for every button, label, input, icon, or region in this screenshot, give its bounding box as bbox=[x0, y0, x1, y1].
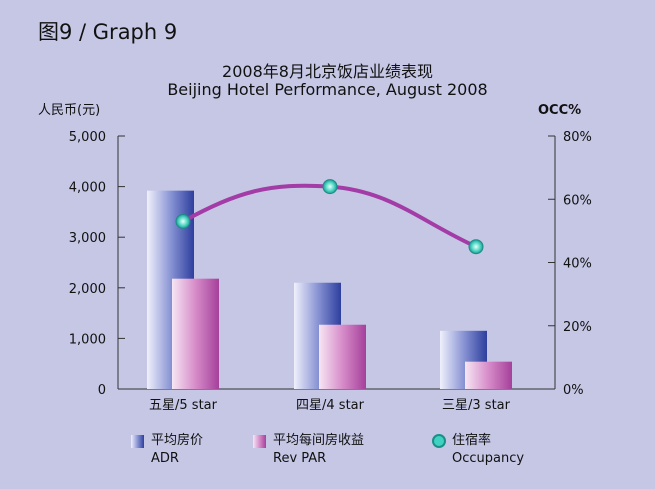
legend-occupancy-en: Occupancy bbox=[452, 451, 525, 466]
legend-occupancy: 住宿率 Occupancy bbox=[432, 432, 524, 468]
y-tick-label-left: 1,000 bbox=[69, 332, 106, 347]
legend-adr-swatch bbox=[131, 435, 144, 448]
legend-adr-en: ADR bbox=[151, 451, 179, 466]
y-tick-label-right: 20% bbox=[563, 320, 592, 335]
y-tick-label-right: 80% bbox=[563, 130, 592, 145]
legend-revpar: 平均每间房收益 Rev PAR bbox=[253, 432, 364, 468]
bar-revpar bbox=[172, 278, 219, 389]
legend-adr-zh: 平均房价 bbox=[151, 433, 204, 448]
y-tick-label-left: 5,000 bbox=[69, 130, 106, 145]
category-label: 四星/4 star bbox=[296, 398, 365, 413]
legend-adr: 平均房价 ADR bbox=[131, 432, 203, 468]
y-tick-label-right: 0% bbox=[563, 383, 584, 398]
occupancy-point bbox=[322, 179, 338, 195]
y-tick-label-left: 4,000 bbox=[69, 181, 106, 196]
legend-revpar-swatch bbox=[253, 435, 266, 448]
y-tick-label-left: 3,000 bbox=[69, 231, 106, 246]
legend-occupancy-marker bbox=[432, 434, 446, 448]
category-label: 五星/5 star bbox=[149, 398, 218, 413]
y-tick-label-right: 40% bbox=[563, 257, 592, 272]
y-axis-label-right: OCC% bbox=[538, 103, 582, 118]
bar-revpar bbox=[465, 361, 512, 389]
occupancy-line bbox=[182, 183, 477, 249]
y-axis-label-left: 人民币(元) bbox=[38, 103, 101, 118]
category-label: 三星/3 star bbox=[442, 398, 511, 413]
legend-revpar-zh: 平均每间房收益 bbox=[273, 433, 365, 448]
y-tick-label-left: 0 bbox=[98, 383, 106, 398]
bar-revpar bbox=[319, 324, 366, 389]
occupancy-point bbox=[468, 239, 484, 255]
y-tick-label-right: 60% bbox=[563, 193, 592, 208]
legend-occupancy-zh: 住宿率 bbox=[452, 433, 492, 448]
legend-revpar-en: Rev PAR bbox=[273, 451, 327, 466]
chart-title: 2008年8月北京饭店业绩表现 bbox=[222, 62, 433, 81]
y-tick-label-left: 2,000 bbox=[69, 282, 106, 297]
graph-label: 图9 / Graph 9 bbox=[38, 20, 178, 44]
occupancy-point bbox=[175, 213, 191, 229]
chart-subtitle: Beijing Hotel Performance, August 2008 bbox=[167, 80, 488, 99]
